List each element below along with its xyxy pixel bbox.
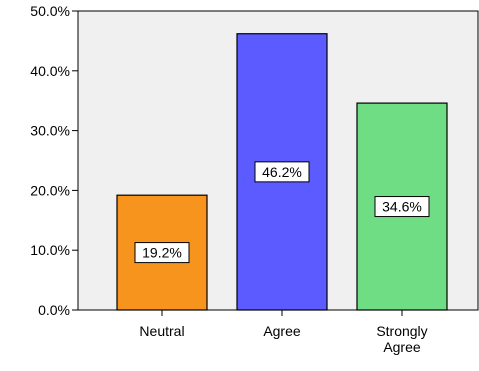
- x-category-label: Strongly: [376, 323, 427, 339]
- data-label-background: [254, 161, 310, 183]
- data-label-background: [374, 196, 430, 218]
- y-axis: 0.0% 10.0% 20.0% 30.0% 40.0% 50.0%: [30, 3, 79, 318]
- y-tick-label: 30.0%: [30, 123, 70, 139]
- data-labels-group: 19.2% 46.2% 34.6%: [134, 161, 430, 264]
- x-category-label: Agree: [383, 339, 421, 355]
- x-category-label: Neutral: [139, 323, 184, 339]
- data-label: 46.2%: [262, 164, 302, 180]
- data-label-background: [134, 242, 190, 264]
- y-tick-label: 50.0%: [30, 3, 70, 19]
- y-tick-label: 0.0%: [38, 302, 70, 318]
- data-label: 19.2%: [142, 245, 182, 261]
- y-tick-label: 20.0%: [30, 182, 70, 198]
- y-tick-label: 10.0%: [30, 242, 70, 258]
- data-label-box: 46.2%: [254, 161, 310, 183]
- y-tick-label: 40.0%: [30, 63, 70, 79]
- data-label-box: 19.2%: [134, 242, 190, 264]
- x-category-label: Agree: [263, 323, 301, 339]
- data-label-box: 34.6%: [374, 196, 430, 218]
- data-label: 34.6%: [382, 199, 422, 215]
